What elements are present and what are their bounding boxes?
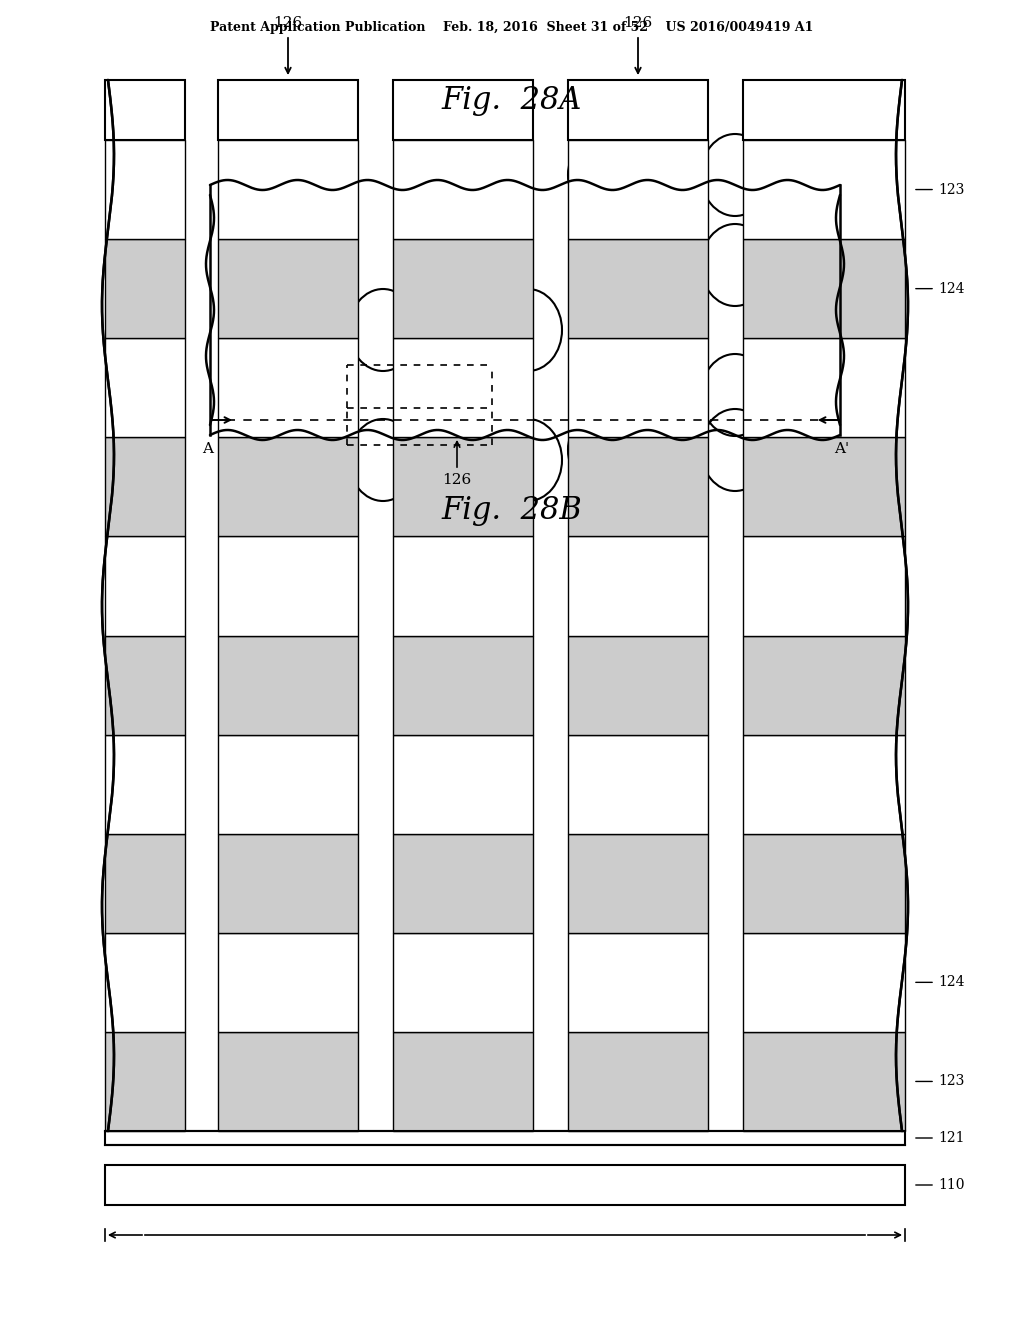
Bar xyxy=(568,635,708,735)
Bar xyxy=(218,140,358,239)
Text: 126: 126 xyxy=(442,473,472,487)
Text: 123: 123 xyxy=(938,1074,965,1089)
Bar xyxy=(393,81,534,140)
Bar xyxy=(568,140,708,239)
Bar xyxy=(568,536,708,635)
Bar xyxy=(743,338,905,437)
Text: 126: 126 xyxy=(624,16,652,30)
Text: 124: 124 xyxy=(938,975,965,990)
Bar xyxy=(393,635,534,735)
Bar xyxy=(105,239,185,338)
Bar xyxy=(218,239,358,338)
Bar xyxy=(105,81,185,140)
Bar xyxy=(568,1032,708,1131)
Bar xyxy=(393,437,534,536)
Bar xyxy=(105,1131,905,1144)
Bar xyxy=(568,437,708,536)
Bar xyxy=(218,933,358,1032)
Bar xyxy=(218,338,358,437)
Bar xyxy=(218,437,358,536)
Text: 126: 126 xyxy=(273,16,303,30)
Bar xyxy=(743,635,905,735)
Text: A: A xyxy=(203,442,213,455)
Bar xyxy=(105,735,185,834)
Bar xyxy=(105,338,185,437)
Bar xyxy=(218,635,358,735)
Text: Patent Application Publication    Feb. 18, 2016  Sheet 31 of 52    US 2016/00494: Patent Application Publication Feb. 18, … xyxy=(210,21,814,33)
Bar xyxy=(105,635,185,735)
Bar xyxy=(393,140,534,239)
Bar xyxy=(568,338,708,437)
Bar xyxy=(105,140,185,239)
Bar xyxy=(743,437,905,536)
Bar xyxy=(743,239,905,338)
Bar xyxy=(568,834,708,933)
Text: 124: 124 xyxy=(938,281,965,296)
Bar xyxy=(105,437,185,536)
Bar xyxy=(218,1032,358,1131)
Bar xyxy=(105,1032,185,1131)
Bar xyxy=(393,338,534,437)
Bar xyxy=(568,239,708,338)
Text: A': A' xyxy=(835,442,850,455)
Bar xyxy=(743,536,905,635)
Bar xyxy=(568,735,708,834)
Bar xyxy=(568,81,708,140)
Text: Fig.  28A: Fig. 28A xyxy=(441,84,583,116)
Bar xyxy=(218,735,358,834)
Bar xyxy=(393,239,534,338)
Text: 121: 121 xyxy=(938,1131,965,1144)
Bar xyxy=(105,1166,905,1205)
Bar xyxy=(743,140,905,239)
Bar xyxy=(393,933,534,1032)
Bar xyxy=(218,81,358,140)
Bar xyxy=(568,933,708,1032)
Bar xyxy=(218,536,358,635)
Text: 123: 123 xyxy=(938,182,965,197)
Text: Fig.  28B: Fig. 28B xyxy=(441,495,583,525)
Bar xyxy=(393,536,534,635)
Bar xyxy=(105,834,185,933)
Text: 110: 110 xyxy=(938,1177,965,1192)
Bar xyxy=(393,735,534,834)
Bar xyxy=(743,933,905,1032)
Bar xyxy=(105,536,185,635)
Bar xyxy=(393,1032,534,1131)
Bar xyxy=(218,834,358,933)
Bar xyxy=(393,834,534,933)
Bar xyxy=(105,933,185,1032)
Bar xyxy=(743,735,905,834)
Bar xyxy=(743,81,905,140)
Bar xyxy=(743,834,905,933)
Bar xyxy=(743,1032,905,1131)
